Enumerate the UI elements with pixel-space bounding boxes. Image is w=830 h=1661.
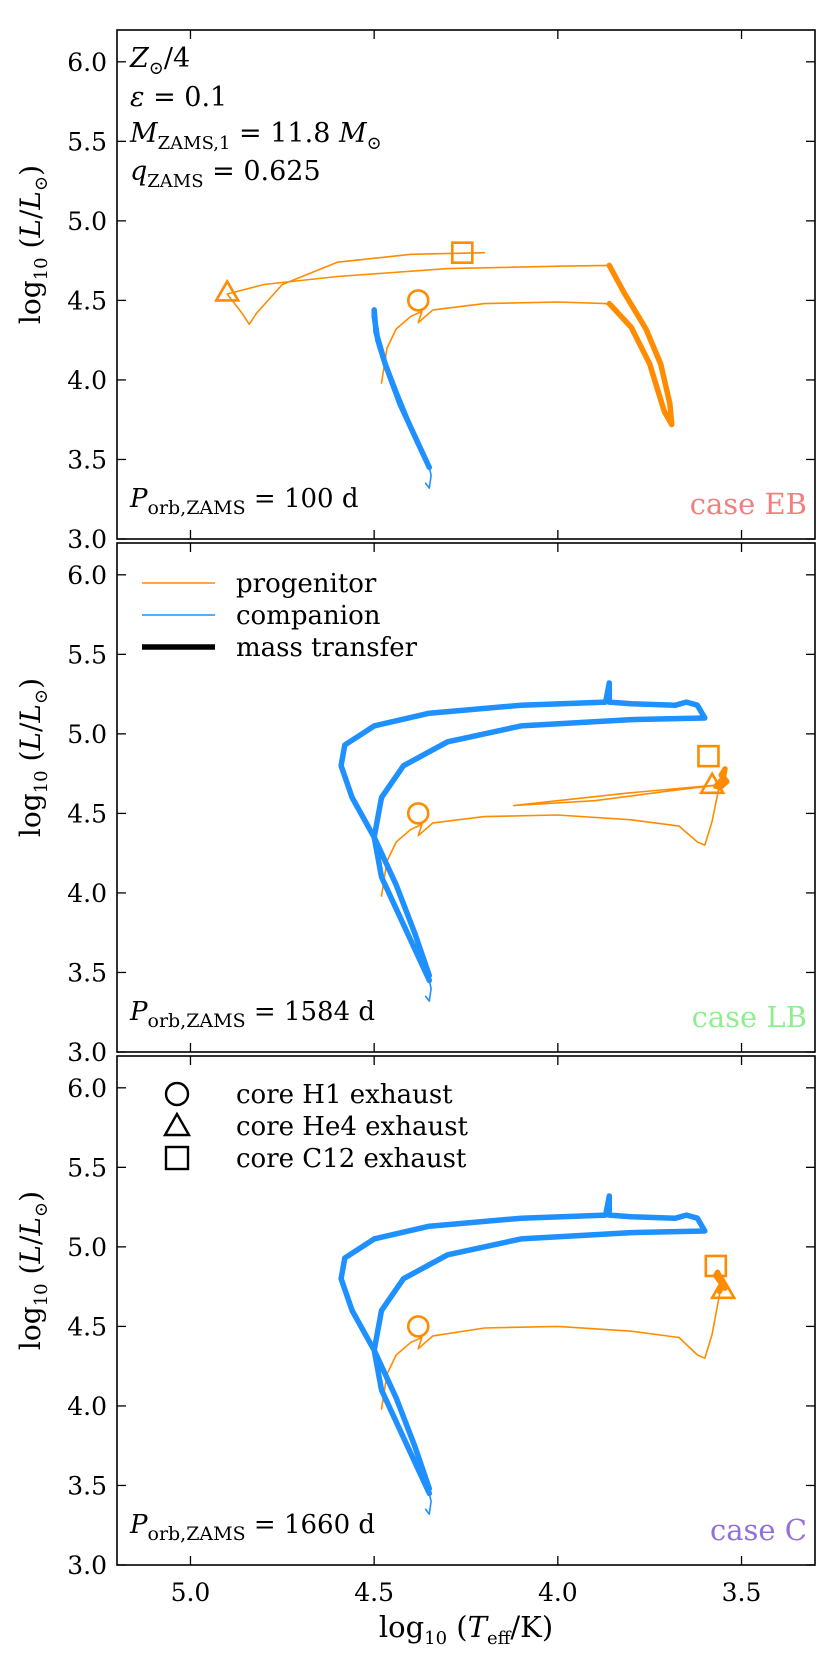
panel-2: 3.0 3.5 4.0 4.5 5.0 5.5 6.0 log10 (L/L⊙) Porb,ZA… bbox=[14, 542, 816, 1067]
parameters-block: Z⊙/4ε = 0.1 MZAMS,1 = 11.8 M⊙qZAMS = 0.62… bbox=[129, 43, 382, 192]
companion-track bbox=[424, 1492, 432, 1515]
y-tick-label: 4.5 bbox=[67, 1312, 107, 1341]
axes-frame bbox=[116, 29, 816, 540]
x-tick-label: 5.0 bbox=[171, 1578, 211, 1607]
y-tick-label: 6.0 bbox=[67, 561, 107, 590]
core-h1-exhaust-marker bbox=[406, 1315, 430, 1338]
y-tick-label: 4.5 bbox=[67, 286, 107, 315]
period-label: Porb,ZAMS = 1584 d bbox=[129, 997, 375, 1032]
y-tick-label: 3.5 bbox=[67, 445, 107, 474]
case-label: case EB bbox=[690, 487, 807, 521]
legend-marker-label: core He4 exhaust bbox=[236, 1112, 469, 1142]
axes-frame bbox=[116, 542, 816, 1053]
core-c12-exhaust-marker bbox=[704, 1254, 728, 1278]
legend-triangle-marker bbox=[162, 1111, 192, 1137]
legend-circle-marker bbox=[164, 1081, 190, 1107]
panel-3: 3.0 3.5 4.0 4.5 5.0 5.5 6.0 5.0 4.5 4.0 3.5 log10 (… bbox=[14, 1055, 816, 1607]
y-axis-label-group: log10 (L/L⊙) bbox=[14, 1191, 52, 1350]
y-tick-label: 5.5 bbox=[67, 1153, 107, 1182]
period-label: Porb,ZAMS = 1660 d bbox=[129, 1510, 375, 1545]
core-c12-exhaust-marker bbox=[697, 744, 720, 768]
legend-marker-label: core C12 exhaust bbox=[236, 1144, 467, 1174]
panels-group: 3.0 3.5 4.0 4.5 5.0 5.5 6.0 log10 (L/L⊙) Porb,ZA… bbox=[14, 29, 816, 1649]
companion-mass-transfer-track bbox=[338, 680, 708, 984]
period-label: Porb,ZAMS = 100 d bbox=[129, 484, 358, 519]
y-tick-label: 3.0 bbox=[67, 525, 107, 554]
legend-label: mass transfer bbox=[236, 633, 418, 663]
y-tick-label: 6.0 bbox=[67, 1074, 107, 1103]
x-tick-label: 3.5 bbox=[722, 1578, 762, 1607]
y-tick-label: 3.5 bbox=[67, 1471, 107, 1500]
case-label: case C bbox=[710, 1513, 807, 1547]
core-he4-exhaust-marker bbox=[709, 1276, 737, 1300]
progenitor-track bbox=[380, 784, 721, 897]
y-tick-label: 4.5 bbox=[67, 799, 107, 828]
x-axis-label: log10 (Teff/K) bbox=[379, 1610, 553, 1649]
core-h1-exhaust-marker bbox=[406, 802, 430, 825]
progenitor-track bbox=[226, 251, 611, 326]
companion-mass-transfer-track bbox=[371, 307, 433, 471]
panel-1: 3.0 3.5 4.0 4.5 5.0 5.5 6.0 log10 (L/L⊙) Porb,ZA… bbox=[14, 29, 816, 554]
companion-mass-transfer-track bbox=[338, 1193, 708, 1497]
progenitor-track bbox=[380, 1293, 721, 1410]
y-axis-label-group: log10 (L/L⊙) bbox=[14, 678, 52, 837]
y-axis-label: log10 (L/L⊙) bbox=[14, 165, 52, 324]
companion-track bbox=[424, 979, 432, 1002]
param-mass: MZAMS,1 = 11.8 M⊙ bbox=[129, 118, 382, 154]
y-tick-label: 5.0 bbox=[67, 720, 107, 749]
progenitor-track bbox=[380, 301, 614, 384]
core-h1-exhaust-marker bbox=[406, 289, 430, 312]
companion-track bbox=[424, 466, 432, 489]
y-tick-label: 5.5 bbox=[67, 640, 107, 669]
param-mass-ratio: qZAMS = 0.625 bbox=[130, 156, 321, 192]
x-axis-label-group: log10 (Teff/K) bbox=[379, 1610, 553, 1649]
y-tick-label: 4.0 bbox=[67, 1392, 107, 1421]
y-tick-label: 3.0 bbox=[67, 1551, 107, 1580]
param-epsilon: ε = 0.1 bbox=[130, 82, 227, 113]
y-tick-label: 6.0 bbox=[67, 48, 107, 77]
param-metallicity: Z⊙/4 bbox=[129, 43, 190, 79]
progenitor-mass-transfer-track bbox=[713, 1269, 728, 1295]
legend-marker-label: core H1 exhaust bbox=[236, 1080, 453, 1110]
legend-label: companion bbox=[236, 601, 381, 631]
y-tick-label: 4.0 bbox=[67, 879, 107, 908]
y-tick-label: 5.0 bbox=[67, 1233, 107, 1262]
x-tick-label: 4.5 bbox=[354, 1578, 394, 1607]
y-tick-label: 3.5 bbox=[67, 958, 107, 987]
y-axis-label-group: log10 (L/L⊙) bbox=[14, 165, 52, 324]
axes-frame bbox=[116, 1055, 816, 1566]
progenitor-mass-transfer-track bbox=[606, 262, 675, 428]
progenitor-mass-transfer-track bbox=[713, 766, 730, 791]
legend-label: progenitor bbox=[236, 569, 377, 599]
case-label: case LB bbox=[692, 1000, 807, 1034]
legend-square-marker bbox=[164, 1145, 190, 1171]
y-tick-label: 5.0 bbox=[67, 207, 107, 236]
y-tick-label: 4.0 bbox=[67, 366, 107, 395]
core-he4-exhaust-marker bbox=[698, 771, 726, 795]
y-tick-label: 5.5 bbox=[67, 127, 107, 156]
y-axis-label: log10 (L/L⊙) bbox=[14, 678, 52, 837]
y-tick-label: 3.0 bbox=[67, 1038, 107, 1067]
core-c12-exhaust-marker bbox=[451, 241, 474, 264]
core-he4-exhaust-marker bbox=[213, 278, 241, 302]
y-axis-label: log10 (L/L⊙) bbox=[14, 1191, 52, 1350]
x-tick-label: 4.0 bbox=[538, 1578, 578, 1607]
